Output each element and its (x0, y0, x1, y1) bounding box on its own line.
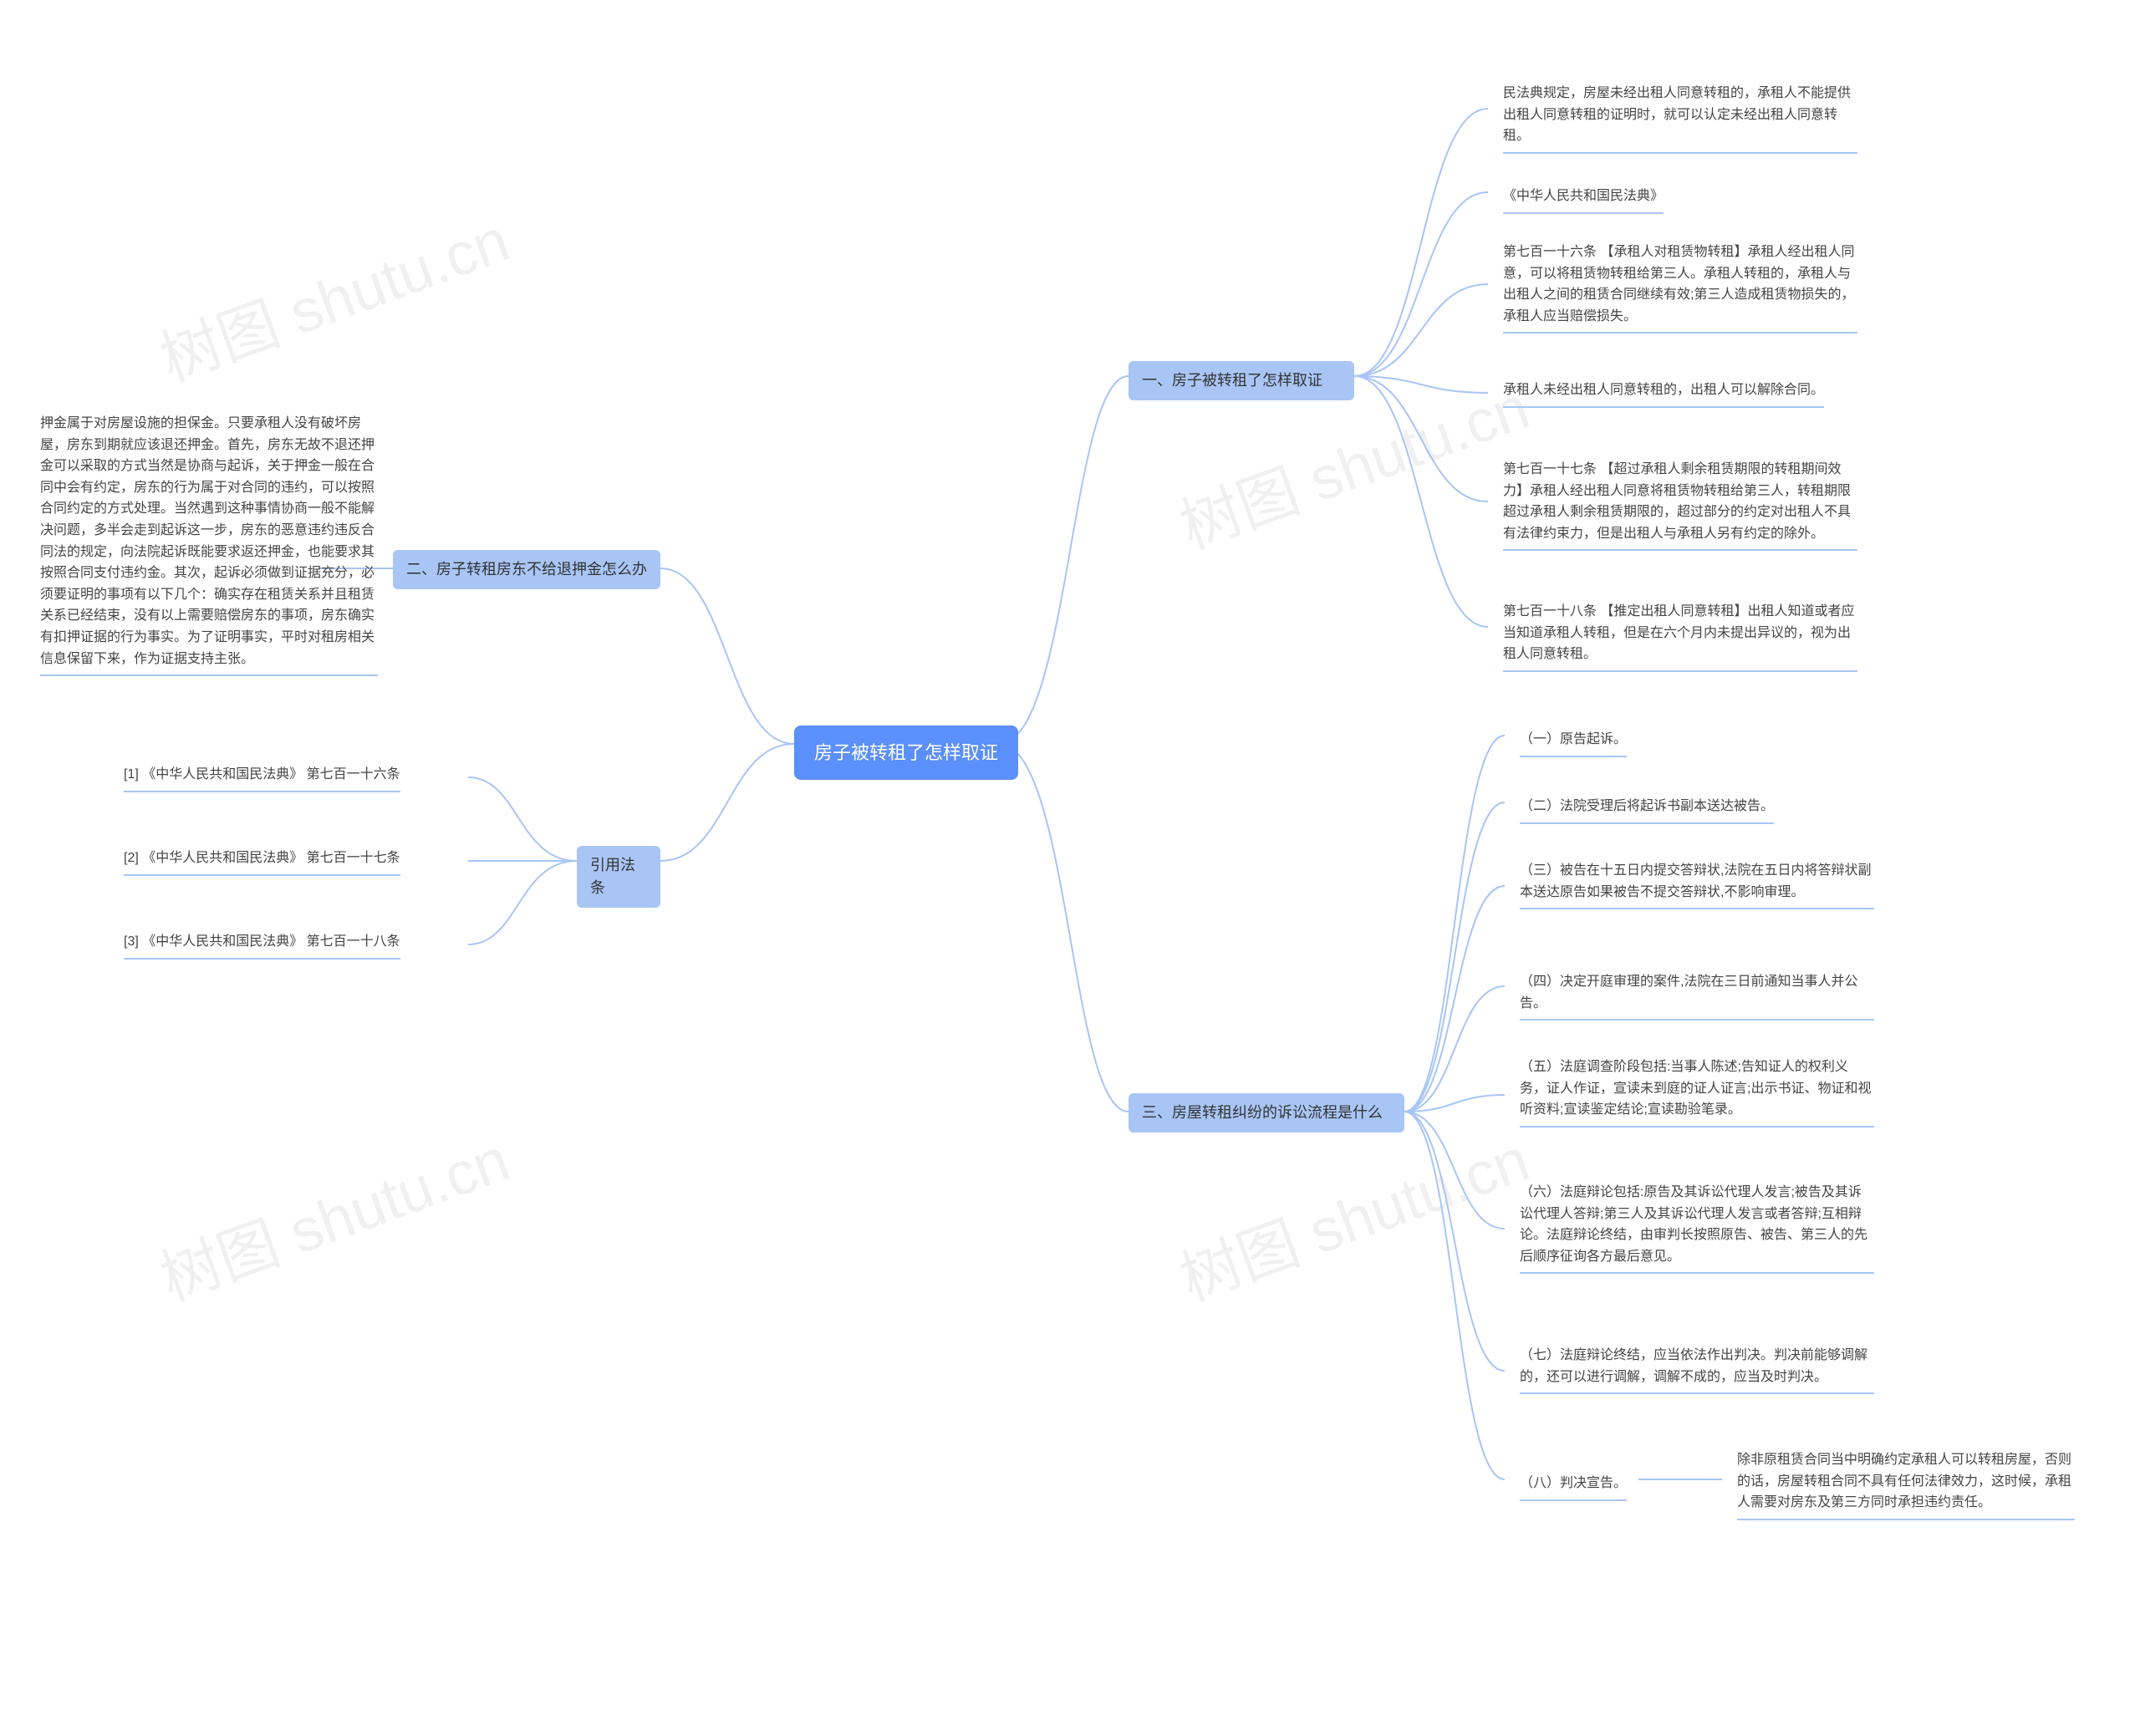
watermark: 树图 shutu.cn (146, 1111, 519, 1318)
branch-3[interactable]: 三、房屋转租纠纷的诉讼流程是什么 (1129, 1093, 1404, 1133)
leaf: （二）法院受理后将起诉书副本送达被告。 (1513, 792, 1781, 827)
leaf: （七）法庭辩论终结，应当依法作出判决。判决前能够调解的，还可以进行调解，调解不成… (1513, 1341, 1881, 1397)
root-node[interactable]: 房子被转租了怎样取证 (794, 725, 1018, 780)
leaf-tail: 除非原租赁合同当中明确约定承租人可以转租房屋，否则的话，房屋转租合同不具有任何法… (1730, 1446, 2081, 1524)
leaf: 第七百一十七条 【超过承租人剩余租赁期限的转租期间效力】承租人经出租人同意将租赁… (1496, 456, 1864, 554)
leaf: [2] 《中华人民共和国民法典》 第七百一十七条 (117, 844, 407, 879)
leaf: [3] 《中华人民共和国民法典》 第七百一十八条 (117, 928, 407, 963)
leaf: 《中华人民共和国民法典》 (1496, 182, 1670, 217)
branch-2[interactable]: 二、房子转租房东不给退押金怎么办 (393, 550, 660, 589)
leaf: 第七百一十六条 【承租人对租赁物转租】承租人经出租人同意，可以将租赁物转租给第三… (1496, 238, 1864, 337)
leaf: （一）原告起诉。 (1513, 725, 1633, 761)
branch-1[interactable]: 一、房子被转租了怎样取证 (1129, 361, 1354, 400)
leaf: 押金属于对房屋设施的担保金。只要承租人没有破坏房屋，房东到期就应该退还押金。首先… (33, 410, 385, 680)
leaf: （八）判决宣告。 (1513, 1469, 1633, 1504)
leaf: 第七百一十八条 【推定出租人同意转租】出租人知道或者应当知道承租人转租，但是在六… (1496, 598, 1864, 675)
leaf: （三）被告在十五日内提交答辩状,法院在五日内将答辩状副本送达原告如果被告不提交答… (1513, 857, 1881, 913)
leaf: 承租人未经出租人同意转租的，出租人可以解除合同。 (1496, 376, 1831, 411)
leaf: （四）决定开庭审理的案件,法院在三日前通知当事人并公告。 (1513, 968, 1881, 1024)
leaf: [1] 《中华人民共和国民法典》 第七百一十六条 (117, 761, 407, 796)
leaf: （六）法庭辩论包括:原告及其诉讼代理人发言;被告及其诉讼代理人答辩;第三人及其诉… (1513, 1179, 1881, 1277)
leaf: （五）法庭调查阶段包括:当事人陈述;告知证人的权利义务，证人作证，宣读未到庭的证… (1513, 1053, 1881, 1131)
watermark: 树图 shutu.cn (146, 191, 519, 399)
watermark: 树图 shutu.cn (1166, 1111, 1539, 1318)
leaf: 民法典规定，房屋未经出租人同意转租的，承租人不能提供出租人同意转租的证明时，就可… (1496, 79, 1864, 157)
branch-ref[interactable]: 引用法条 (577, 846, 660, 908)
